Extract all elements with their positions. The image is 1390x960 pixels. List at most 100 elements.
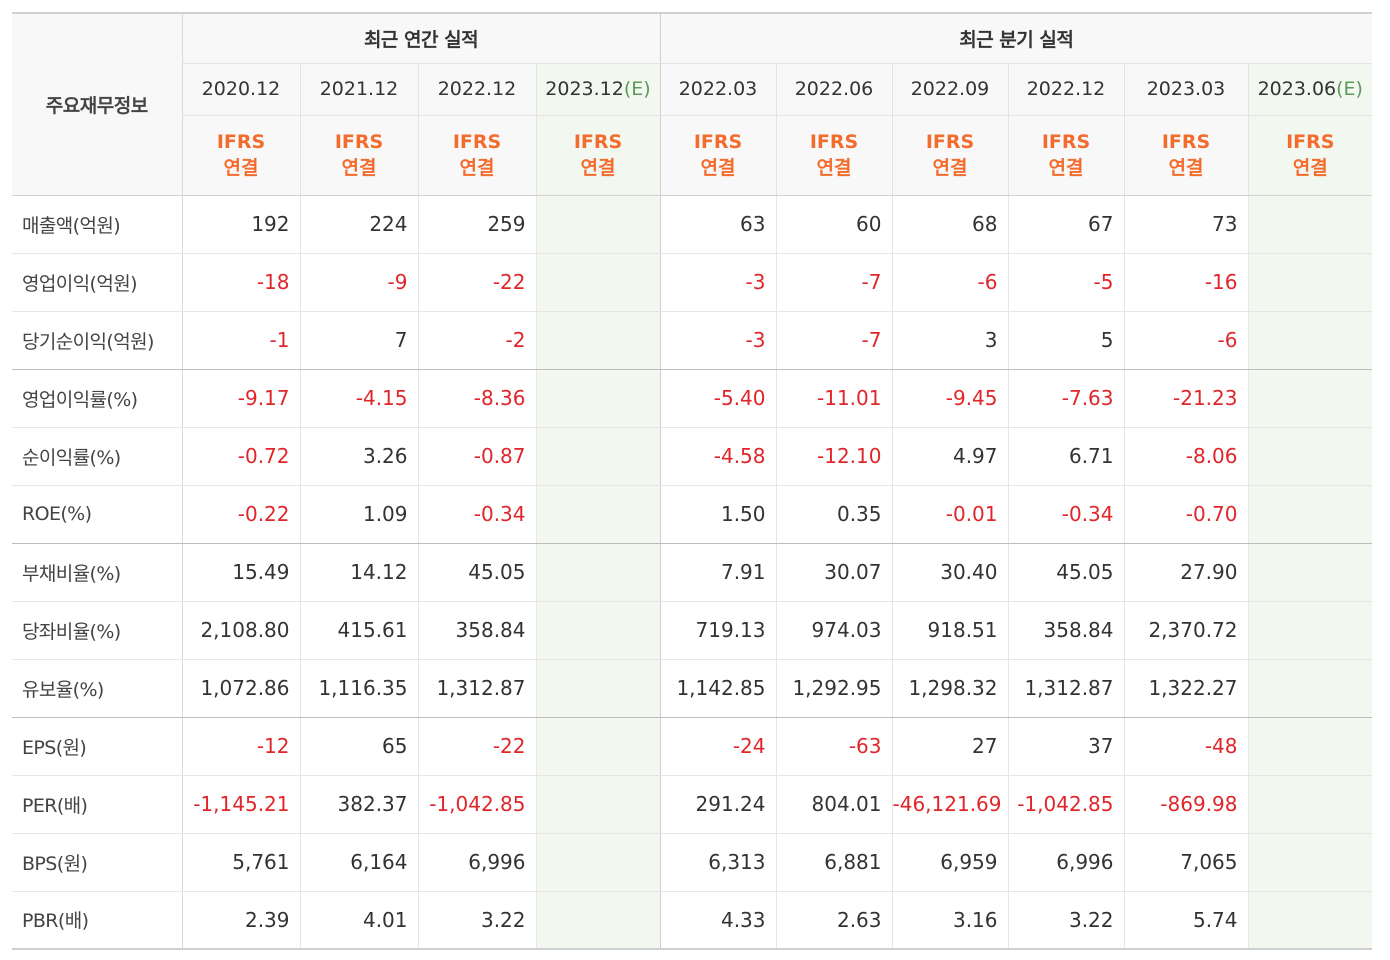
value-cell: [535, 253, 660, 312]
value-cell: [535, 195, 660, 254]
value-cell: 27.90: [1123, 543, 1248, 602]
period-header: 2020.12: [181, 63, 300, 116]
group-annual-header: 최근 연간 실적: [182, 12, 660, 64]
value-cell: -5.40: [659, 369, 776, 428]
value-cell: 1.09: [299, 485, 418, 544]
value-cell: -3: [659, 253, 776, 312]
row-label: PBR(배): [12, 891, 183, 950]
value-cell: [1247, 833, 1373, 892]
period-header: 2022.06: [775, 63, 892, 116]
value-cell: [535, 833, 660, 892]
consolidated-label: 연결: [700, 157, 736, 179]
value-cell: 3.16: [891, 891, 1008, 950]
value-cell: -1,042.85: [417, 775, 536, 834]
period-header-estimate: 2023.06(E): [1247, 63, 1373, 116]
consolidated-label: 연결: [816, 157, 852, 179]
value-cell: -2: [417, 311, 536, 370]
value-cell: -6: [1123, 311, 1248, 370]
value-cell: 63: [659, 195, 776, 254]
value-cell: [1247, 601, 1373, 660]
value-cell: [1247, 253, 1373, 312]
value-cell: [1247, 717, 1373, 776]
period-header: 2022.12: [417, 63, 536, 116]
value-cell: 2,108.80: [181, 601, 300, 660]
financial-summary: 주요재무정보 최근 연간 실적 최근 분기 실적 2020.12 2021.12…: [12, 12, 1373, 950]
value-cell: [535, 775, 660, 834]
ifrs-row: IFRS 연결 IFRS 연결 IFRS 연결 IFRS 연결 IFRS 연결 IFRS 연결 IFRS…: [12, 115, 1373, 196]
value-cell: 7.91: [659, 543, 776, 602]
value-cell: -12: [181, 717, 300, 776]
table-row: 매출액(억원) 192 224 259 63 60 68 67 73: [12, 195, 1373, 254]
value-cell: -0.87: [417, 427, 536, 486]
value-cell: [535, 891, 660, 950]
value-cell: -1,042.85: [1007, 775, 1124, 834]
value-cell: 45.05: [1007, 543, 1124, 602]
value-cell: [535, 311, 660, 370]
value-cell: 382.37: [299, 775, 418, 834]
value-cell: -4.58: [659, 427, 776, 486]
value-cell: 2,370.72: [1123, 601, 1248, 660]
value-cell: -7: [775, 311, 892, 370]
value-cell: [1247, 543, 1373, 602]
row-label: PER(배): [12, 775, 183, 834]
consolidated-label: 연결: [932, 157, 968, 179]
value-cell: -24: [659, 717, 776, 776]
value-cell: 1,298.32: [891, 659, 1008, 718]
ifrs-label: IFRS: [1161, 131, 1211, 153]
value-cell: -5: [1007, 253, 1124, 312]
consolidated-label: 연결: [580, 157, 616, 179]
row-label: EPS(원): [12, 717, 183, 776]
value-cell: 6,881: [775, 833, 892, 892]
value-cell: 1,322.27: [1123, 659, 1248, 718]
financial-table: 주요재무정보 최근 연간 실적 최근 분기 실적 2020.12 2021.12…: [12, 12, 1373, 950]
value-cell: 4.01: [299, 891, 418, 950]
value-cell: [535, 427, 660, 486]
accounting-standard-cell: IFRS 연결: [1007, 115, 1124, 196]
value-cell: 37: [1007, 717, 1124, 776]
value-cell: -1: [181, 311, 300, 370]
value-cell: -869.98: [1123, 775, 1248, 834]
value-cell: [1247, 891, 1373, 950]
accounting-standard-cell: IFRS 연결: [181, 115, 300, 196]
value-cell: -4.15: [299, 369, 418, 428]
value-cell: 6,164: [299, 833, 418, 892]
value-cell: 1.50: [659, 485, 776, 544]
table-row: 영업이익률(%) -9.17 -4.15 -8.36 -5.40 -11.01 -9.45-…: [12, 369, 1373, 428]
table-row: 부채비율(%) 15.49 14.12 45.05 7.91 30.07 30.40 45.0…: [12, 543, 1373, 602]
value-cell: -8.06: [1123, 427, 1248, 486]
value-cell: 804.01: [775, 775, 892, 834]
value-cell: 2.63: [775, 891, 892, 950]
ifrs-label: IFRS: [1286, 131, 1335, 153]
value-cell: 68: [891, 195, 1008, 254]
consolidated-label: 연결: [223, 157, 259, 179]
value-cell: -9.45: [891, 369, 1008, 428]
period-header: 2022.12: [1007, 63, 1124, 116]
period-header: 2022.09: [891, 63, 1008, 116]
value-cell: -21.23: [1123, 369, 1248, 428]
period-label: 2023.12: [545, 78, 624, 100]
value-cell: 6,996: [1007, 833, 1124, 892]
row-label: 당기순이익(억원): [12, 311, 183, 370]
table-row: EPS(원) -12 65 -22 -24 -63 27 37 -48: [12, 717, 1373, 776]
value-cell: -0.34: [417, 485, 536, 544]
value-cell: 27: [891, 717, 1008, 776]
value-cell: -3: [659, 311, 776, 370]
accounting-standard-cell: IFRS 연결: [417, 115, 536, 196]
table-row: 영업이익(억원) -18 -9 -22 -3 -7 -6 -5 -16: [12, 253, 1373, 312]
ifrs-label: IFRS: [216, 131, 266, 153]
row-label: 매출액(억원): [12, 195, 183, 254]
value-cell: 358.84: [1007, 601, 1124, 660]
value-cell: 3: [891, 311, 1008, 370]
value-cell: 719.13: [659, 601, 776, 660]
value-cell: -16: [1123, 253, 1248, 312]
value-cell: 4.33: [659, 891, 776, 950]
value-cell: 3.22: [1007, 891, 1124, 950]
table-row: ROE(%) -0.22 1.09 -0.34 1.50 0.35 -0.01 -0.34 -0…: [12, 485, 1373, 544]
value-cell: 5: [1007, 311, 1124, 370]
value-cell: 5.74: [1123, 891, 1248, 950]
value-cell: -6: [891, 253, 1008, 312]
period-header: 2022.03: [659, 63, 776, 116]
value-cell: [1247, 775, 1373, 834]
table-row: 유보율(%) 1,072.86 1,116.35 1,312.87 1,142.85 1,…: [12, 659, 1373, 718]
value-cell: -7.63: [1007, 369, 1124, 428]
